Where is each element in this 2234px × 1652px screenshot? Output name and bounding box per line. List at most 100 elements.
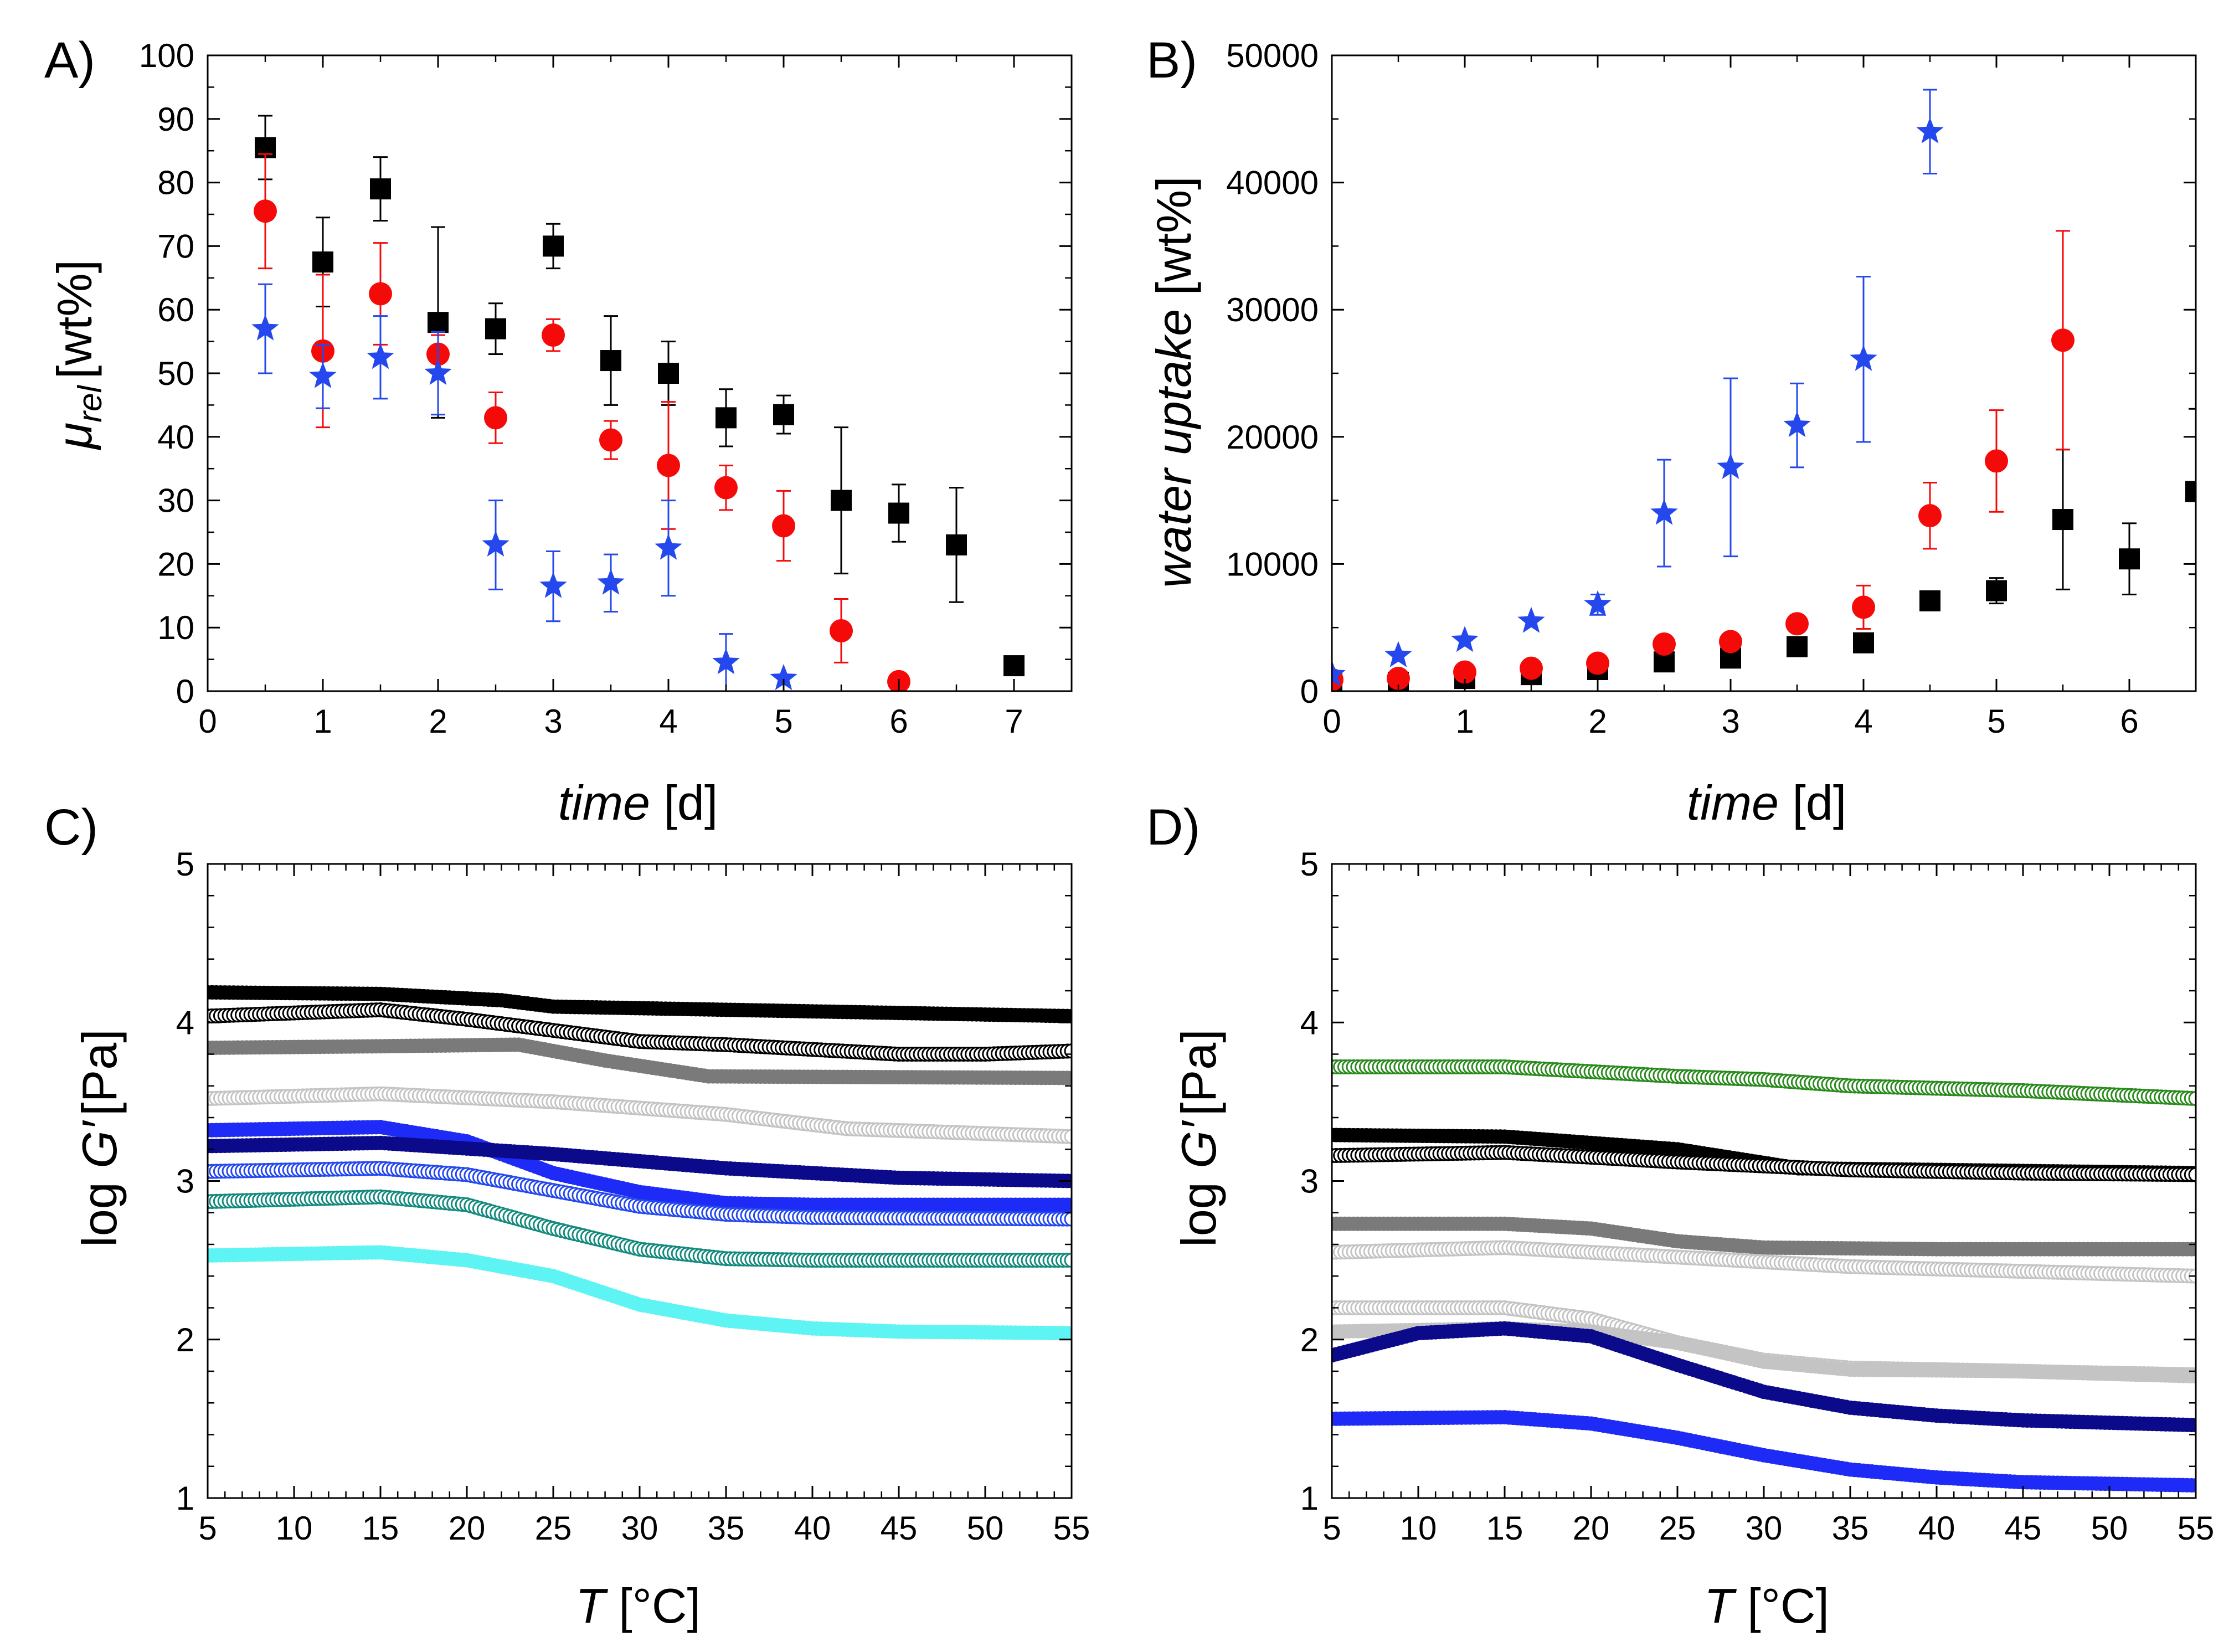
x-tick-label: 20 <box>449 1510 486 1547</box>
data-point-star <box>367 343 394 369</box>
x-tick-label: 25 <box>1659 1510 1696 1547</box>
data-point-star <box>1384 641 1412 667</box>
y-tick-label: 10000 <box>1226 545 1319 583</box>
data-point-square <box>1853 632 1874 653</box>
y-tick-label: 1 <box>176 1480 194 1517</box>
data-point-star <box>424 359 452 385</box>
y-tick-label: 50000 <box>1226 37 1319 74</box>
data-point-circle <box>1653 632 1676 656</box>
series-filled <box>208 1245 1072 1341</box>
x-tick-label: 7 <box>1005 703 1023 740</box>
y-tick-label: 40000 <box>1226 164 1319 202</box>
x-tick-label: 5 <box>1987 703 2005 740</box>
series-filled <box>208 1135 1072 1188</box>
x-tick-label: 6 <box>889 703 908 740</box>
panel-d-y-axis-title: log G′[Pa] <box>1171 1029 1226 1247</box>
x-tick-label: 0 <box>1322 703 1341 740</box>
data-point-star <box>1650 498 1678 525</box>
data-point-square <box>658 363 679 384</box>
series-circle <box>1332 230 2075 691</box>
plot-frame <box>207 54 1073 692</box>
x-tick-label: 50 <box>967 1510 1004 1547</box>
x-tick-label: 1 <box>313 703 332 740</box>
data-point-square <box>946 534 967 555</box>
y-tick-label: 1 <box>1300 1480 1319 1517</box>
data-point-circle <box>1719 630 1742 653</box>
x-tick-label: 50 <box>2091 1510 2128 1547</box>
data-point-square <box>1003 655 1025 677</box>
x-tick-label: 45 <box>2005 1510 2042 1547</box>
panel-b-y-axis-title: water uptake [wt%] <box>1146 176 1201 588</box>
data-point-square <box>1919 590 1940 611</box>
data-point-circle <box>1918 504 1942 528</box>
data-point-star <box>1717 452 1744 479</box>
panel-c-label: C) <box>44 799 98 856</box>
data-point <box>1064 1253 1072 1268</box>
data-point-square <box>485 318 506 339</box>
data-point-circle <box>714 476 738 500</box>
y-tick-label: 4 <box>1300 1004 1319 1041</box>
y-tick-label: 30 <box>157 482 194 519</box>
data-point-star <box>1451 626 1479 652</box>
series-star <box>1332 89 1944 687</box>
panel-a-y-axis-title: μrel[wt%] <box>47 260 109 450</box>
y-tick-label: 90 <box>157 101 194 138</box>
x-tick-label: 0 <box>198 703 217 740</box>
data-point-square <box>716 407 737 429</box>
x-tick-label: 2 <box>1588 703 1607 740</box>
data-point-star <box>655 533 682 560</box>
x-tick-label: 10 <box>276 1510 313 1547</box>
data-point-square <box>888 502 909 524</box>
panel-b-x-axis-title: time [d] <box>1687 775 1847 830</box>
y-tick-label: 10 <box>157 609 194 646</box>
panel-d-x-axis-title: T [°C] <box>1704 1578 1829 1633</box>
x-tick-label: 40 <box>1918 1510 1955 1547</box>
data-point-circle <box>542 323 565 347</box>
data-point-square <box>370 178 391 200</box>
panel-c-x-axis-title: T [°C] <box>575 1578 701 1633</box>
y-tick-label: 3 <box>176 1163 194 1200</box>
data-point-star <box>712 648 740 675</box>
x-tick-label: 4 <box>1854 703 1872 740</box>
x-tick-label: 15 <box>362 1510 399 1547</box>
x-tick-label: 15 <box>1486 1510 1523 1547</box>
series-filled <box>1332 1321 2196 1433</box>
data-point <box>1064 1129 1072 1144</box>
series-filled <box>208 1037 1072 1085</box>
series-filled <box>1332 1410 2196 1493</box>
x-tick-label: 5 <box>198 1510 217 1547</box>
panel-b-water-uptake-chart: B) 0 1 2 3 4 5 6 0 10000 20000 30000 40000 50000 tim… <box>1146 32 2197 830</box>
data-point-circle <box>657 454 680 477</box>
data-layer <box>208 985 1072 1341</box>
panel-a-x-axis-title: time [d] <box>558 775 718 830</box>
data-point-star <box>1783 411 1811 438</box>
plot-frame <box>1331 863 2197 1499</box>
data-point-circle <box>254 199 277 223</box>
x-tick-label: 20 <box>1573 1510 1610 1547</box>
data-point-circle <box>1785 612 1809 636</box>
x-tick-label: 45 <box>881 1510 918 1547</box>
data-layer <box>1332 89 2196 691</box>
series-open <box>1332 1240 2196 1284</box>
x-tick-label: 25 <box>535 1510 572 1547</box>
y-tick-label: 100 <box>139 37 194 74</box>
y-tick-label: 0 <box>176 673 194 710</box>
data-point-star <box>482 531 509 557</box>
series-filled <box>1332 1216 2196 1257</box>
y-tick-label: 2 <box>176 1321 194 1358</box>
x-tick-label: 35 <box>708 1510 745 1547</box>
y-tick-label: 4 <box>176 1004 194 1041</box>
series-square <box>1332 408 2196 691</box>
series-star <box>251 283 797 691</box>
data-point <box>2189 1418 2196 1433</box>
x-tick-label: 30 <box>1746 1510 1783 1547</box>
x-tick-label: 55 <box>2178 1510 2215 1547</box>
data-point-circle <box>369 282 392 306</box>
data-layer <box>1332 1059 2196 1493</box>
y-tick-label: 5 <box>1300 846 1319 883</box>
data-point-circle <box>1520 656 1543 680</box>
y-tick-label: 20 <box>157 545 194 583</box>
data-point-circle <box>1852 595 1875 619</box>
x-tick-label: 4 <box>659 703 677 740</box>
